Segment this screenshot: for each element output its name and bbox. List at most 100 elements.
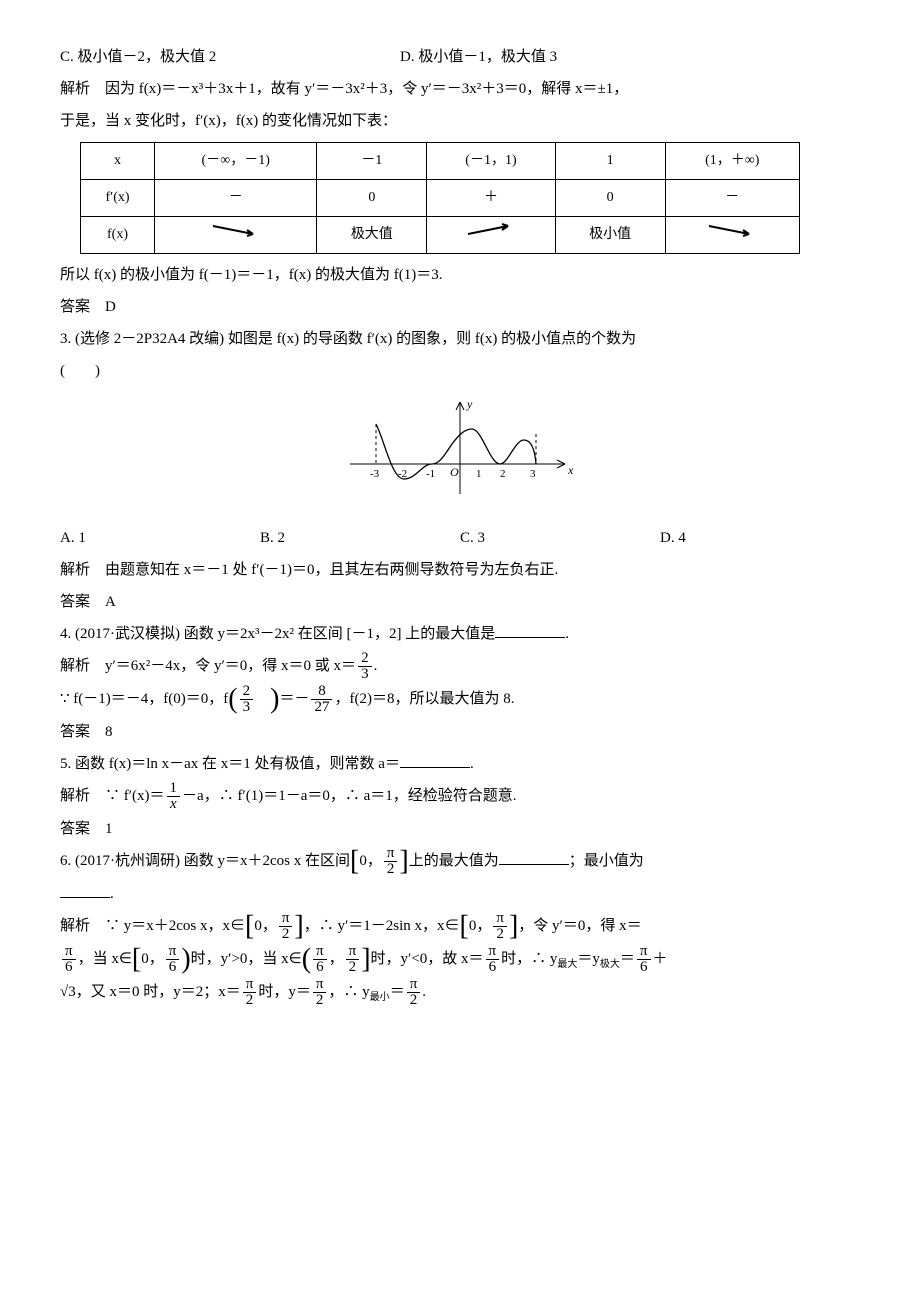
i2l: 0 bbox=[469, 918, 477, 934]
l2d: 时，∴ y bbox=[501, 951, 557, 967]
p6d: 6 bbox=[62, 960, 76, 975]
option-d: D. 极小值－1，极大值 3 bbox=[400, 42, 557, 72]
i2d: 2 bbox=[493, 927, 507, 942]
p6n3: π bbox=[313, 944, 327, 960]
int-rn: π bbox=[384, 846, 398, 862]
sub-jida: 极大 bbox=[600, 959, 620, 970]
eq: ＝y bbox=[577, 951, 600, 967]
q6-c: ；最小值为 bbox=[569, 853, 644, 869]
r2-0: f(x) bbox=[81, 217, 155, 254]
q6-expl-1: 解析 ∵ y＝x＋2cos x，x∈[0，π2]，∴ y′＝1－2sin x，x… bbox=[60, 911, 860, 942]
q3-explain: 解析 由题意知在 x＝－1 处 f′(－1)＝0，且其左右两侧导数符号为左负右正… bbox=[60, 555, 860, 585]
p2n: π bbox=[346, 944, 360, 960]
q3-options: A. 1 B. 2 C. 3 D. 4 bbox=[60, 523, 860, 553]
q3-paren: ( ) bbox=[60, 356, 860, 386]
q4-stem: 4. (2017·武汉模拟) 函数 y＝2x³－2x² 在区间 [－1，2] 上… bbox=[60, 619, 860, 649]
axis-y-label: y bbox=[466, 397, 473, 411]
origin-label: O bbox=[450, 465, 459, 479]
sign-table: x (－∞，－1) －1 (－1，1) 1 (1，＋∞) f′(x) － 0 ＋… bbox=[80, 142, 800, 254]
frac-den: 3 bbox=[358, 667, 372, 682]
q4-eq: ＝－ bbox=[279, 691, 309, 707]
q5-answer: 答案 1 bbox=[60, 814, 860, 844]
opt-a: A. 1 bbox=[60, 523, 260, 553]
q2-explain-2: 于是，当 x 变化时，f′(x)，f(x) 的变化情况如下表： bbox=[60, 106, 860, 136]
p2d4: 2 bbox=[407, 993, 421, 1008]
i2n: π bbox=[493, 911, 507, 927]
int-l: 0 bbox=[359, 853, 367, 869]
q5-expl: 解析 ∵ f′(x)＝1x－a，∴ f′(1)＝1－a＝0，∴ a＝1，经检验符… bbox=[60, 781, 860, 812]
q5-stem-text: 5. 函数 f(x)＝ln x－ax 在 x＝1 处有极值，则常数 a＝ bbox=[60, 756, 400, 772]
xtick--3: -3 bbox=[370, 468, 380, 480]
r2-4: 极小值 bbox=[555, 217, 665, 254]
frac3n: 8 bbox=[311, 684, 332, 700]
r1-4: 0 bbox=[555, 180, 665, 217]
p6d3: 6 bbox=[313, 960, 327, 975]
option-c: C. 极小值－2，极大值 2 bbox=[60, 42, 400, 72]
l3d: ＝ bbox=[390, 984, 405, 1000]
r1-3: ＋ bbox=[427, 180, 555, 217]
q4-stem-text: 4. (2017·武汉模拟) 函数 y＝2x³－2x² 在区间 [－1，2] 上… bbox=[60, 626, 495, 642]
p2n4: π bbox=[407, 977, 421, 993]
opt-c: C. 3 bbox=[460, 523, 660, 553]
q4-expl-1: 解析 y′＝6x²－4x，令 y′＝0，得 x＝0 或 x＝23. bbox=[60, 651, 860, 682]
q6e-b: ，∴ y′＝1－2sin x，x∈ bbox=[304, 918, 460, 934]
period: . bbox=[422, 984, 426, 1000]
opt-b: B. 2 bbox=[260, 523, 460, 553]
p6n: π bbox=[62, 944, 76, 960]
i1n: π bbox=[279, 911, 293, 927]
q6-b: 上的最大值为 bbox=[409, 853, 499, 869]
q4-tail: ，f(2)＝8，所以最大值为 8. bbox=[334, 691, 514, 707]
r2-5 bbox=[665, 217, 799, 254]
axis-x-label: x bbox=[567, 463, 574, 477]
p2n3: π bbox=[313, 977, 327, 993]
th-c5: (1，＋∞) bbox=[665, 143, 799, 180]
sqrt3: √3 bbox=[60, 984, 76, 1000]
p6n4: π bbox=[486, 944, 500, 960]
xtick-3: 3 bbox=[530, 468, 536, 480]
q6-stem: 6. (2017·杭州调研) 函数 y＝x＋2cos x 在区间[0，π2]上的… bbox=[60, 846, 860, 877]
blank bbox=[400, 752, 470, 768]
th-c1: (－∞，－1) bbox=[155, 143, 317, 180]
blank bbox=[499, 849, 569, 865]
l2b: 时，y′>0，当 x∈ bbox=[191, 951, 302, 967]
i1l: 0 bbox=[254, 918, 262, 934]
q6-stem-2: . bbox=[60, 879, 860, 909]
r1-1: － bbox=[155, 180, 317, 217]
q2-answer: 答案 D bbox=[60, 292, 860, 322]
q4-expl1a: 解析 y′＝6x²－4x，令 y′＝0，得 x＝0 或 x＝ bbox=[60, 658, 356, 674]
q5-stem: 5. 函数 f(x)＝ln x－ax 在 x＝1 处有极值，则常数 a＝. bbox=[60, 749, 860, 779]
p2d2: 2 bbox=[243, 993, 257, 1008]
r1-0: f′(x) bbox=[81, 180, 155, 217]
q3-answer: 答案 A bbox=[60, 587, 860, 617]
q4-expl2a: ∵ f(－1)＝－4，f(0)＝0，f bbox=[60, 691, 228, 707]
q5-fn: 1 bbox=[167, 781, 181, 797]
l3a: ，又 x＝0 时，y＝2；x＝ bbox=[76, 984, 241, 1000]
sub-min: 最小 bbox=[370, 992, 390, 1003]
q5-fd: x bbox=[167, 797, 181, 812]
xtick-2: 2 bbox=[500, 468, 506, 480]
l3c: ，∴ y bbox=[328, 984, 369, 1000]
xtick--1: -1 bbox=[426, 468, 435, 480]
l2a: ，当 x∈ bbox=[78, 951, 132, 967]
plus: ＋ bbox=[653, 951, 668, 967]
opt-d: D. 4 bbox=[660, 523, 860, 553]
l3b: 时，y＝ bbox=[258, 984, 311, 1000]
p2d3: 2 bbox=[313, 993, 327, 1008]
th-c2: －1 bbox=[317, 143, 427, 180]
p6d5: 6 bbox=[637, 960, 651, 975]
p6d2: 6 bbox=[166, 960, 180, 975]
q2-explain-1: 解析 因为 f(x)＝－x³＋3x＋1，故有 y′＝－3x²＋3，令 y′＝－3… bbox=[60, 74, 860, 104]
p6d4: 6 bbox=[486, 960, 500, 975]
th-c3: (－1，1) bbox=[427, 143, 555, 180]
int-rd: 2 bbox=[384, 862, 398, 877]
th-x: x bbox=[81, 143, 155, 180]
i3l: 0 bbox=[141, 951, 149, 967]
q5-a: 解析 ∵ f′(x)＝ bbox=[60, 788, 165, 804]
p6n2: π bbox=[166, 944, 180, 960]
q6-a: 6. (2017·杭州调研) 函数 y＝x＋2cos x 在区间 bbox=[60, 853, 350, 869]
q6-expl-3: √3，又 x＝0 时，y＝2；x＝π2时，y＝π2，∴ y最小＝π2. bbox=[60, 977, 860, 1008]
blank bbox=[495, 622, 565, 638]
q2-conclusion: 所以 f(x) 的极小值为 f(－1)＝－1，f(x) 的极大值为 f(1)＝3… bbox=[60, 260, 860, 290]
th-c4: 1 bbox=[555, 143, 665, 180]
q5-b: －a，∴ f′(1)＝1－a＝0，∴ a＝1，经检验符合题意. bbox=[182, 788, 517, 804]
